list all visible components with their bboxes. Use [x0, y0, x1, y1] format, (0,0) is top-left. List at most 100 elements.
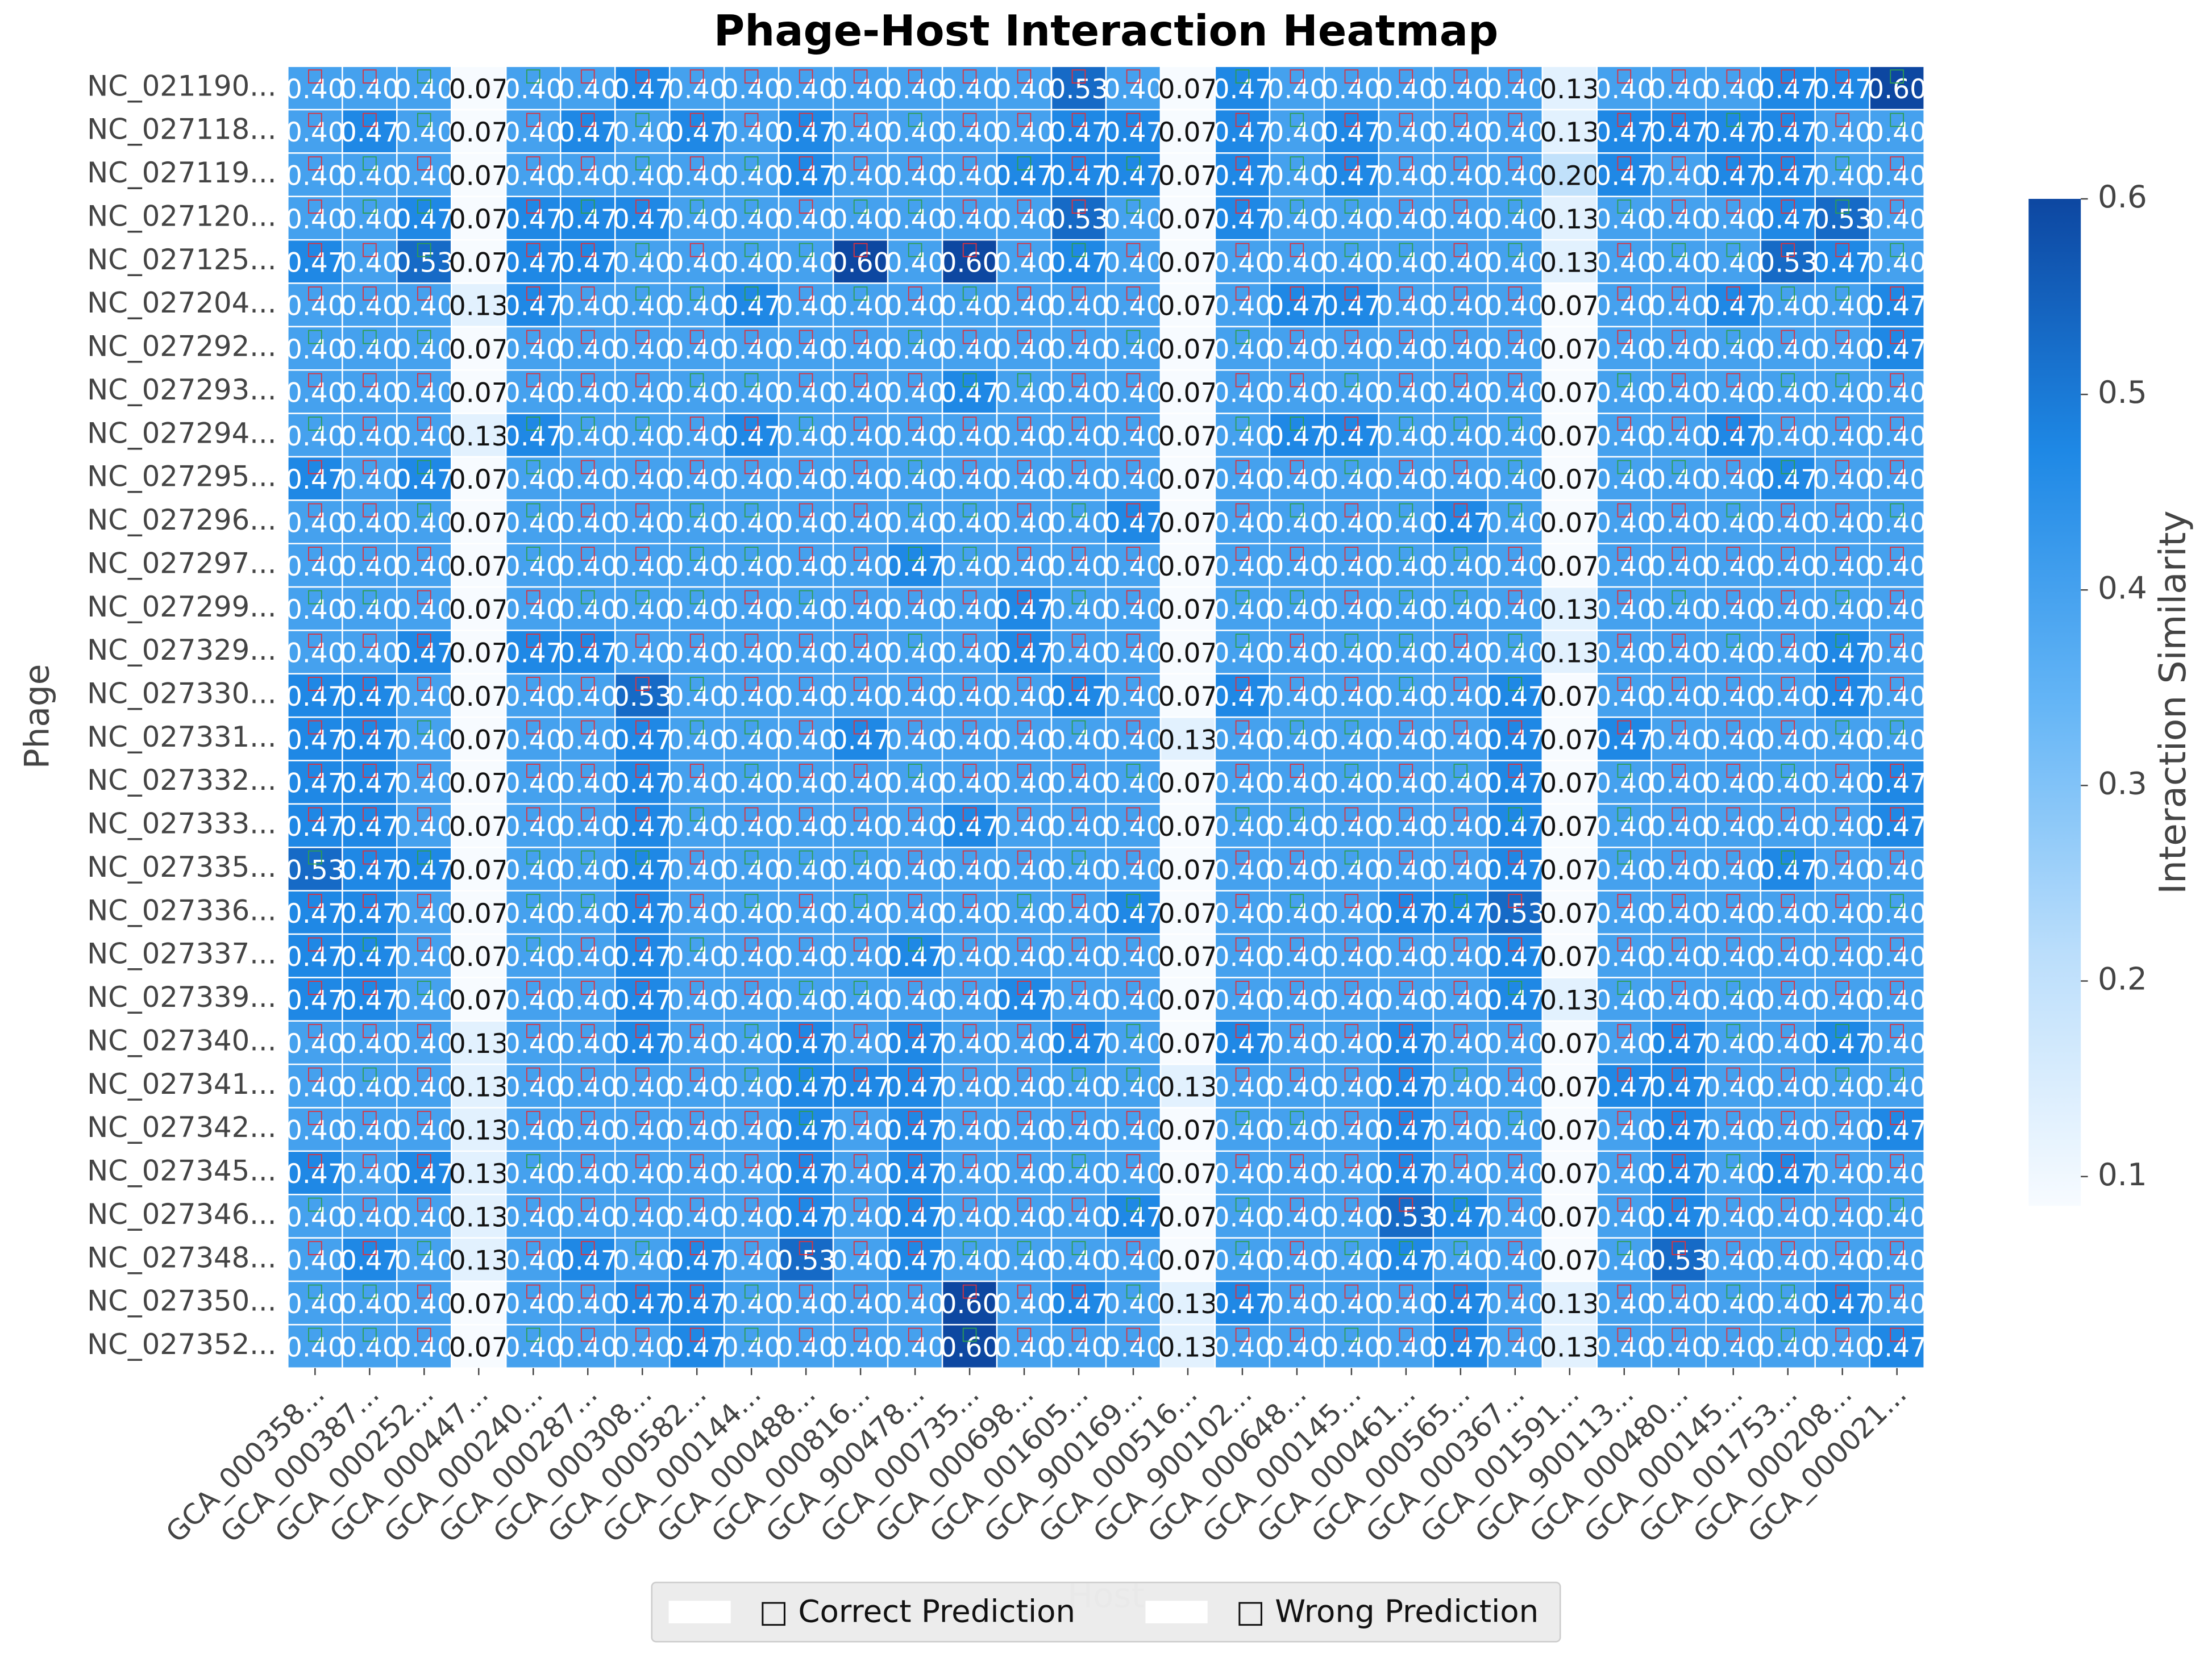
prediction-marker: □: [1507, 802, 1524, 823]
cell-value-label: 0.40: [504, 464, 563, 495]
prediction-marker: □: [579, 585, 596, 606]
heatmap-cell: [287, 282, 343, 328]
prediction-marker: □: [1343, 932, 1360, 953]
prediction-marker: □: [961, 281, 978, 303]
cell-value-label: 0.47: [1212, 161, 1272, 192]
prediction-marker: □: [1507, 1019, 1524, 1040]
prediction-marker: □: [525, 1279, 542, 1301]
cell-value-label: 0.47: [558, 204, 618, 235]
prediction-marker: □: [306, 715, 323, 737]
prediction-marker: □: [1507, 1279, 1524, 1301]
cell-value-label: 0.40: [394, 508, 454, 539]
prediction-marker: □: [1888, 541, 1905, 563]
heatmap-cell: [668, 326, 725, 371]
y-tick-label: NC_027346...: [87, 1198, 276, 1231]
prediction-marker: □: [961, 368, 978, 390]
heatmap-cell: [614, 239, 671, 284]
cell-value-label: 0.07: [1158, 334, 1217, 365]
cell-value-label: 0.40: [940, 334, 1000, 365]
prediction-marker: □: [415, 194, 433, 216]
prediction-marker: □: [1452, 1323, 1469, 1344]
prediction-marker: □: [634, 1236, 651, 1257]
prediction-marker: □: [852, 368, 869, 390]
prediction-marker: □: [1070, 498, 1087, 520]
heatmap-cell: [287, 369, 343, 414]
prediction-marker: □: [1398, 541, 1415, 563]
heatmap-cell: [1050, 109, 1107, 154]
prediction-marker: □: [1507, 281, 1524, 303]
prediction-marker: □: [797, 324, 814, 346]
prediction-marker: □: [361, 368, 378, 390]
colorbar-label: Interaction Similarity: [2152, 510, 2194, 894]
prediction-marker: □: [1398, 1149, 1415, 1171]
cell-value-label: 0.40: [340, 334, 400, 365]
cell-value-label: 0.40: [667, 334, 727, 365]
prediction-marker: □: [961, 541, 978, 563]
prediction-marker: □: [1234, 1236, 1251, 1257]
colorbar-tick-label: 0.3: [2098, 765, 2147, 802]
cell-value-label: 0.40: [1867, 161, 1927, 192]
cell-value-label: 0.07: [1158, 638, 1217, 669]
prediction-marker: □: [1343, 64, 1360, 86]
prediction-marker: □: [1343, 585, 1360, 606]
prediction-marker: □: [634, 455, 651, 476]
prediction-marker: □: [1343, 1193, 1360, 1214]
heatmap-cell: [1596, 152, 1653, 198]
cell-value-label: 0.40: [1376, 421, 1436, 452]
cell-value-label: 0.07: [449, 377, 509, 409]
prediction-marker: □: [1670, 151, 1687, 173]
prediction-marker: □: [1234, 238, 1251, 260]
cell-value-label: 0.40: [1867, 377, 1927, 409]
prediction-marker: □: [797, 1236, 814, 1257]
prediction-marker: □: [634, 368, 651, 390]
heatmap-cell: [559, 456, 616, 501]
prediction-marker: □: [1616, 411, 1633, 433]
cell-value-label: 0.40: [1049, 334, 1109, 365]
prediction-marker: □: [1724, 324, 1741, 346]
heatmap-cell: [1050, 326, 1107, 371]
prediction-marker: □: [1724, 194, 1741, 216]
heatmap-cell: [1814, 239, 1870, 284]
prediction-marker: □: [907, 368, 924, 390]
prediction-marker: □: [1724, 759, 1741, 780]
heatmap-cell: [668, 282, 725, 328]
cell-value-label: 0.40: [1485, 464, 1545, 495]
prediction-marker: □: [1398, 107, 1415, 129]
prediction-marker: □: [1016, 281, 1033, 303]
prediction-marker: □: [1452, 932, 1469, 953]
prediction-marker: □: [1125, 1193, 1142, 1214]
prediction-marker: □: [961, 1193, 978, 1214]
cell-value-label: 0.40: [613, 247, 672, 278]
prediction-marker: □: [1398, 1236, 1415, 1257]
prediction-marker: □: [1670, 628, 1687, 650]
prediction-marker: □: [688, 1236, 705, 1257]
prediction-marker: □: [852, 281, 869, 303]
prediction-marker: □: [743, 759, 760, 780]
prediction-marker: □: [1507, 541, 1524, 563]
prediction-marker: □: [1888, 455, 1905, 476]
prediction-marker: □: [1452, 1106, 1469, 1127]
heatmap-cell: [1869, 65, 1925, 111]
prediction-marker: □: [1724, 932, 1741, 953]
prediction-marker: □: [1833, 759, 1851, 780]
prediction-marker: □: [1288, 107, 1305, 129]
heatmap-cell: [1432, 326, 1489, 371]
prediction-marker: □: [1016, 541, 1033, 563]
prediction-marker: □: [1888, 889, 1905, 910]
cell-value-label: 0.07: [1158, 855, 1217, 886]
prediction-marker: □: [852, 64, 869, 86]
cell-value-label: 0.47: [776, 161, 836, 192]
prediction-marker: □: [579, 411, 596, 433]
cell-value-label: 0.40: [995, 508, 1054, 539]
heatmap-cell: [1487, 456, 1544, 501]
heatmap-cell: [887, 499, 943, 544]
heatmap-cell: [1650, 109, 1707, 154]
prediction-marker: □: [1724, 1019, 1741, 1040]
heatmap-cell: [832, 369, 889, 414]
prediction-marker: □: [1724, 1063, 1741, 1084]
prediction-marker: □: [1833, 411, 1851, 433]
prediction-marker: □: [1234, 1063, 1251, 1084]
heatmap-cell: [1814, 152, 1870, 198]
prediction-marker: □: [1343, 802, 1360, 823]
prediction-marker: □: [1670, 889, 1687, 910]
